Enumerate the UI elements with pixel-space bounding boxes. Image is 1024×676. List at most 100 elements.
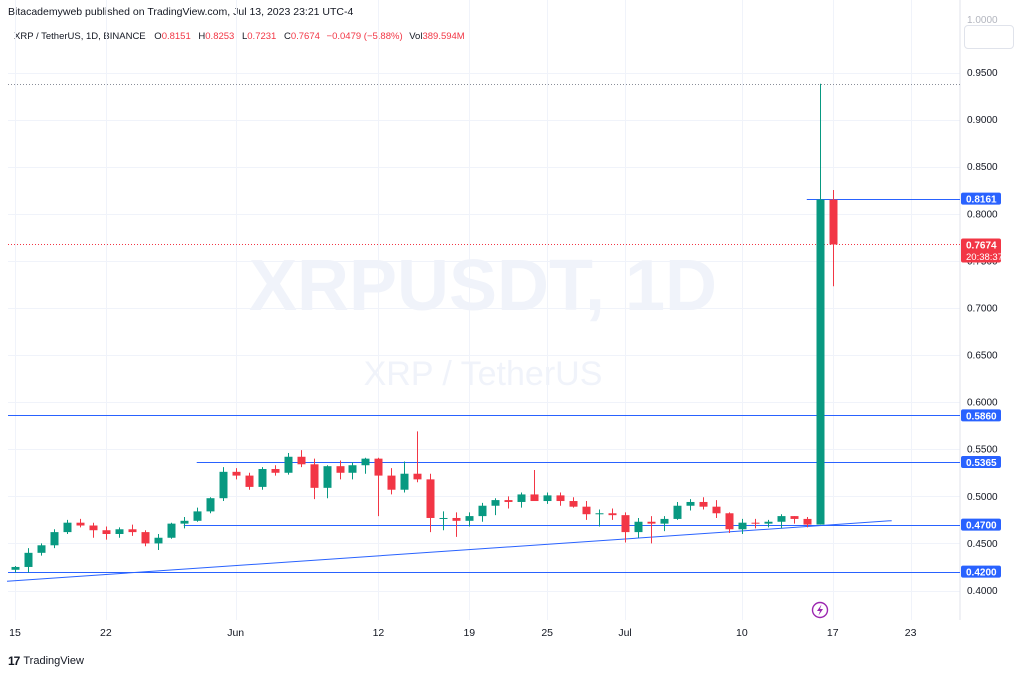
candle-body bbox=[608, 513, 617, 516]
price-tick-label: 0.9500 bbox=[967, 68, 998, 79]
candle-body bbox=[686, 501, 695, 506]
price-label-box bbox=[961, 192, 1001, 205]
candles bbox=[11, 83, 838, 573]
candle-body bbox=[426, 479, 435, 518]
tradingview-logo-icon: 17 bbox=[8, 654, 20, 668]
candle-body bbox=[11, 566, 20, 570]
candle-body bbox=[413, 473, 422, 480]
candle-body bbox=[478, 505, 487, 517]
candle-body bbox=[569, 501, 578, 507]
price-labels: 0.8161 0.5860 0.5365 0.4700 0.4200 0.767420:3… bbox=[961, 192, 1003, 579]
countdown-text: 20:38:37 bbox=[966, 252, 1003, 263]
lightning-icon[interactable] bbox=[811, 601, 829, 619]
price-tick-label: 0.4500 bbox=[967, 539, 998, 550]
price-label-box bbox=[961, 518, 1001, 531]
candle-body bbox=[764, 521, 773, 524]
candle-body bbox=[141, 532, 150, 544]
candle-body bbox=[699, 501, 708, 507]
candle-body bbox=[790, 516, 799, 519]
candle-body bbox=[361, 458, 370, 466]
price-label-box bbox=[961, 455, 1001, 468]
price-tick-label: 0.9000 bbox=[967, 115, 998, 126]
time-tick-label: 25 bbox=[541, 627, 553, 639]
candle-body bbox=[738, 522, 747, 530]
candle-body bbox=[50, 532, 59, 546]
symbol-label: XRP / TetherUS, 1D, BINANCE bbox=[14, 31, 146, 42]
candle-body bbox=[751, 522, 760, 524]
candle-body bbox=[167, 523, 176, 538]
candle-body bbox=[816, 199, 825, 525]
price-tick-label: 0.6500 bbox=[967, 351, 998, 362]
candle-body bbox=[63, 522, 72, 533]
low-value: 0.7231 bbox=[247, 31, 277, 42]
candle-body bbox=[387, 475, 396, 490]
candle-body bbox=[439, 517, 448, 519]
time-axis[interactable]: 15 22 Jun 12 19 25 Jul 10 17 23 bbox=[9, 627, 916, 639]
candle-body bbox=[374, 458, 383, 476]
candle-body bbox=[245, 475, 254, 487]
scale-settings-button[interactable] bbox=[964, 25, 1014, 49]
candle-body bbox=[258, 469, 267, 487]
candle-body bbox=[348, 465, 357, 473]
price-label-box bbox=[961, 409, 1001, 422]
price-tick-label: 0.7000 bbox=[967, 303, 998, 314]
candle-body bbox=[219, 471, 228, 499]
price-label-text: 0.5860 bbox=[966, 411, 997, 422]
price-label-text: 0.4200 bbox=[966, 568, 997, 579]
candle-body bbox=[504, 500, 513, 502]
candle-body bbox=[37, 545, 46, 553]
time-tick-label: Jun bbox=[227, 627, 244, 639]
candle-body bbox=[517, 494, 526, 502]
candle-body bbox=[465, 516, 474, 521]
candle-body bbox=[128, 529, 137, 533]
candle-body bbox=[154, 537, 163, 544]
candle-body bbox=[660, 518, 669, 524]
low-key: L bbox=[241, 31, 248, 42]
price-axis[interactable]: 0.95000.90000.85000.80000.75000.70000.65… bbox=[967, 15, 998, 597]
candle-body bbox=[543, 495, 552, 502]
candle-body bbox=[556, 495, 565, 502]
price-label-text: 0.5365 bbox=[966, 458, 997, 469]
open-key: O bbox=[154, 31, 162, 42]
candle-body bbox=[712, 506, 721, 514]
candle-body bbox=[89, 525, 98, 531]
time-tick-label: 12 bbox=[373, 627, 385, 639]
candle-body bbox=[595, 513, 604, 515]
trend-line bbox=[6, 520, 892, 582]
watermark-ticker: XRPUSDT, 1D bbox=[249, 246, 717, 326]
time-tick-label: 19 bbox=[463, 627, 475, 639]
time-tick-label: 23 bbox=[905, 627, 917, 639]
time-tick-label: Jul bbox=[618, 627, 631, 639]
price-label-text: 0.7674 bbox=[966, 240, 997, 251]
candle-body bbox=[232, 471, 241, 476]
price-tick-label: 1.0000 bbox=[967, 15, 998, 26]
close-key: C bbox=[283, 31, 291, 42]
candle-body bbox=[206, 498, 215, 512]
candle-body bbox=[180, 520, 189, 524]
candle-body bbox=[400, 473, 409, 490]
price-tick-label: 0.4000 bbox=[967, 586, 998, 597]
change-value: −0.0479 (−5.88%) bbox=[326, 31, 403, 42]
candle-body bbox=[725, 513, 734, 530]
candle-body bbox=[102, 530, 111, 534]
publish-info: Bitacademyweb published on TradingView.c… bbox=[8, 6, 354, 18]
candle-body bbox=[530, 494, 539, 502]
candle-body bbox=[634, 521, 643, 533]
candle-body bbox=[621, 515, 630, 533]
price-label-text: 0.4700 bbox=[966, 521, 997, 532]
time-tick-label: 17 bbox=[827, 627, 839, 639]
horizontal-lines bbox=[6, 84, 960, 582]
price-label-box bbox=[961, 238, 1001, 263]
candle-body bbox=[803, 518, 812, 525]
price-tick-label: 0.6000 bbox=[967, 398, 998, 409]
watermark-name: XRP / TetherUS bbox=[364, 355, 603, 393]
candle-body bbox=[452, 517, 461, 521]
ohlc-legend: XRP / TetherUS, 1D, BINANCE O0.8151 H0.8… bbox=[14, 31, 465, 42]
candle-body bbox=[323, 466, 332, 488]
candle-body bbox=[193, 511, 202, 521]
watermark: XRPUSDT, 1D XRP / TetherUS bbox=[249, 246, 717, 393]
price-tick-label: 0.8500 bbox=[967, 162, 998, 173]
volume-key: Vol bbox=[409, 31, 423, 42]
time-tick-label: 10 bbox=[736, 627, 748, 639]
